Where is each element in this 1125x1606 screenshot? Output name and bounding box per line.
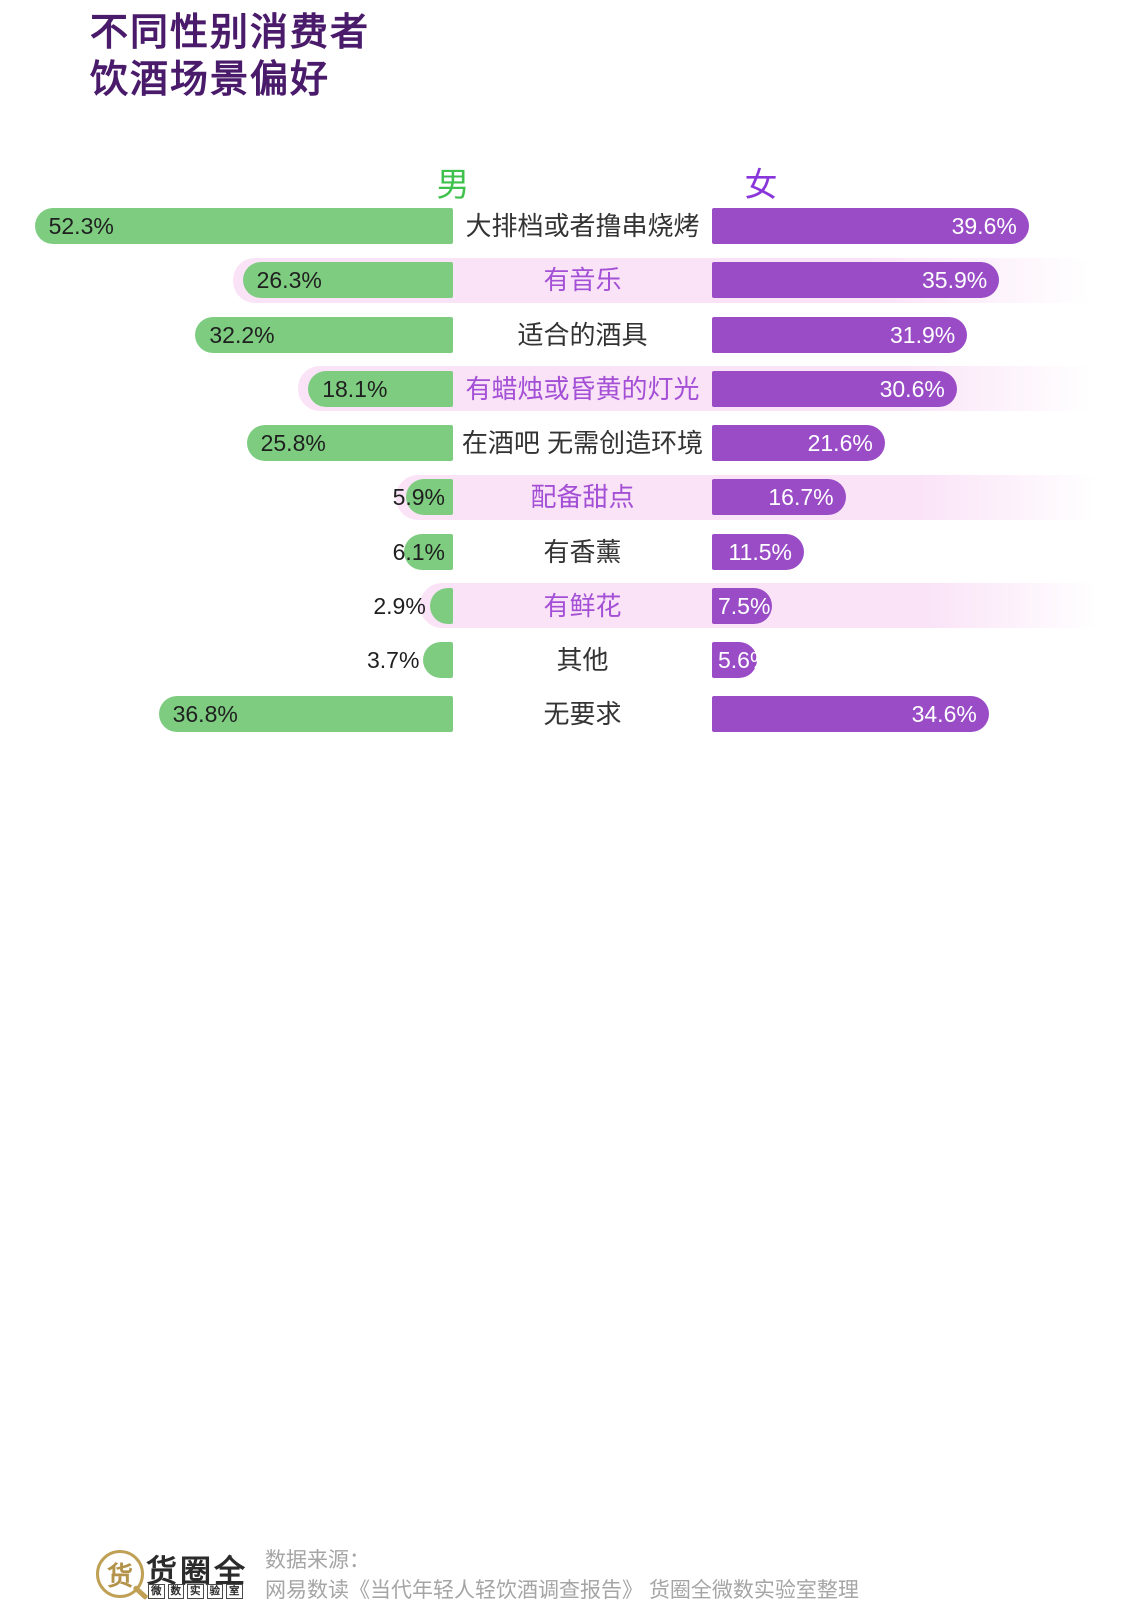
male-bar xyxy=(195,316,453,353)
female-value-label: 35.9% xyxy=(921,267,988,294)
category-label: 适合的酒具 xyxy=(517,319,648,350)
male-value-label: 36.8% xyxy=(172,701,238,728)
female-value-label: 16.7% xyxy=(768,484,834,511)
female-value-label: 39.6% xyxy=(951,213,1017,239)
page-title-line1: 不同性别消费者 xyxy=(90,12,371,54)
male-value-label: 5.9% xyxy=(392,484,445,511)
logo-subtitle-char: 室 xyxy=(226,1584,243,1599)
male-value-label: 18.1% xyxy=(322,375,388,402)
female-bar xyxy=(712,208,1029,244)
male-value-label: 6.1% xyxy=(392,538,445,565)
footer: 货 货圈全 微数实验室 数据来源： 网易数读《当代年轻人轻饮酒调查报告》 货圈全… xyxy=(0,770,1125,1602)
logo-subtitle-char: 验 xyxy=(206,1584,223,1599)
logo-subtitle-char: 实 xyxy=(187,1584,204,1599)
female-bar xyxy=(712,642,757,678)
data-source-label: 数据来源： xyxy=(265,1549,370,1572)
male-value-label: 52.3% xyxy=(48,213,114,239)
male-bar xyxy=(246,425,453,461)
female-bar xyxy=(712,479,846,516)
category-label: 大排档或者撸串烧烤 xyxy=(465,211,700,241)
female-bar xyxy=(712,533,804,570)
female-bar xyxy=(712,587,772,624)
female-value-label: 21.6% xyxy=(807,430,873,456)
male-bar xyxy=(429,587,453,624)
legend-male-header: 男 xyxy=(436,166,470,203)
female-value-label: 30.6% xyxy=(879,375,945,402)
category-label: 有香薰 xyxy=(543,536,622,567)
category-label: 配备甜点 xyxy=(530,482,635,513)
female-bar xyxy=(712,425,885,461)
male-bar xyxy=(242,262,453,299)
logo-subtitle-char: 微 xyxy=(148,1584,165,1599)
male-bar xyxy=(404,533,453,570)
male-value-label: 2.9% xyxy=(373,592,426,619)
page-title: 不同性别消费者 饮酒场景偏好 xyxy=(90,10,370,104)
logo-icon-char: 货 xyxy=(106,1560,133,1591)
logo-subtitle-char: 数 xyxy=(167,1584,184,1599)
highlight-band xyxy=(419,583,1125,629)
female-value-label: 31.9% xyxy=(889,321,956,348)
logo-subtitle-boxes: 微数实验室 xyxy=(148,1584,243,1599)
male-bar xyxy=(308,370,453,407)
category-label: 有鲜花 xyxy=(543,590,622,621)
male-bar xyxy=(34,208,453,244)
female-bar xyxy=(712,696,989,733)
category-label: 其他 xyxy=(556,645,609,675)
female-bar xyxy=(712,262,1000,299)
female-value-label: 34.6% xyxy=(911,701,977,728)
female-value-label: 7.5% xyxy=(718,592,771,619)
bar-chart: 52.3% 大排档或者撸串烧烤 39.6% 26.3% 有音乐 35.9% 32.2% 适合的… xyxy=(34,208,1125,733)
category-label: 有音乐 xyxy=(543,265,622,296)
data-source-detail: 网易数读《当代年轻人轻饮酒调查报告》 货圈全微数实验室整理 xyxy=(265,1579,859,1602)
female-bar xyxy=(712,316,968,353)
female-bar xyxy=(712,370,957,407)
male-bar xyxy=(158,696,453,733)
male-value-label: 25.8% xyxy=(260,430,326,456)
male-value-label: 32.2% xyxy=(209,321,275,348)
category-label: 有蜡烛或昏黄的灯光 xyxy=(465,373,700,404)
male-bar xyxy=(423,642,453,678)
male-value-label: 26.3% xyxy=(256,267,322,294)
female-value-label: 5.6% xyxy=(718,647,757,673)
legend-female-header: 女 xyxy=(744,166,778,203)
category-label: 无要求 xyxy=(543,699,622,730)
male-value-label: 3.7% xyxy=(366,647,420,673)
infographic-canvas: 不同性别消费者 饮酒场景偏好 男 女 52.3% 大排档或者撸串烧烤 39.6% 26… xyxy=(0,10,1125,1602)
category-label: 在酒吧 无需创造环境 xyxy=(461,428,704,458)
male-bar xyxy=(405,479,453,516)
page-title-line2: 饮酒场景偏好 xyxy=(90,59,331,101)
female-value-label: 11.5% xyxy=(728,538,792,565)
